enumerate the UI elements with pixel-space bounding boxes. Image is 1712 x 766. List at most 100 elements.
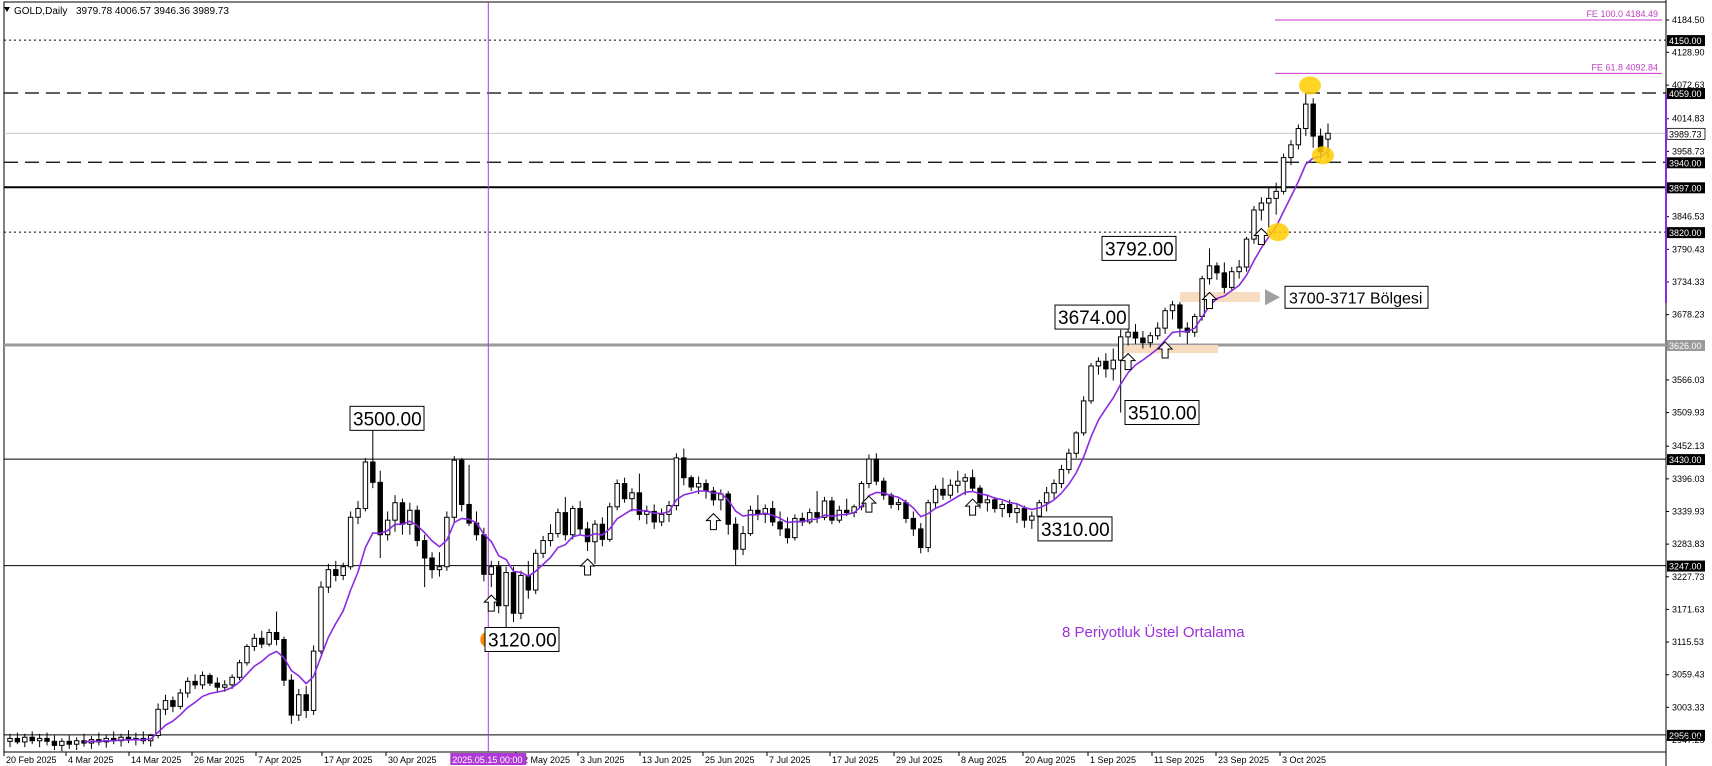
candle-bull: [355, 508, 361, 518]
chart-header-ohlc: 3979.78 4006.57 3946.36 3989.73: [76, 6, 229, 17]
candle-bull: [962, 477, 968, 482]
candle-bull: [1266, 197, 1272, 204]
price-annotation-text: 3510.00: [1128, 404, 1197, 425]
candle-bull: [236, 662, 243, 678]
crosshair-date-label: 2025.05.15 00:00: [452, 755, 522, 765]
candle-bear: [599, 523, 606, 540]
candle-bear: [170, 700, 176, 707]
candle-bull: [895, 502, 902, 505]
highlight-circle: [1299, 76, 1321, 95]
axis-label-4059.00: 4059.00: [1669, 89, 1702, 99]
axis-label-bg-3940.00: [1667, 157, 1705, 169]
candle-bull: [1110, 359, 1116, 370]
candle-bear: [273, 631, 280, 640]
candle-bull: [222, 684, 228, 688]
price-annotation-text: 3674.00: [1058, 308, 1127, 329]
up-arrow-icon: [1156, 341, 1174, 359]
axis-label-3820.00: 3820.00: [1669, 228, 1702, 238]
candle-bear: [466, 503, 472, 524]
candle-bull: [340, 566, 346, 576]
candle-bull: [1095, 360, 1102, 367]
candle-bull: [347, 516, 354, 568]
candle-bear: [370, 461, 376, 483]
axis-label-3897.00: 3897.00: [1669, 183, 1702, 193]
candle-bull: [1117, 336, 1124, 361]
price-annotation-box: [484, 626, 560, 652]
candle-bear: [303, 694, 309, 711]
candle-bear: [777, 521, 783, 530]
candle-bear: [29, 736, 35, 742]
y-tick-label: 3227.73: [1672, 572, 1705, 582]
candle-bear: [873, 458, 880, 482]
y-tick-label: 4072.63: [1672, 80, 1705, 90]
candle-bull: [1014, 508, 1020, 514]
candle-bear: [421, 540, 428, 559]
time-axis: 20 Feb 2025 4 Mar 2025 14 Mar 2025 26 Mar 2…: [3, 752, 1326, 765]
candle-bear: [495, 566, 502, 607]
y-tick-label: 3790.43: [1672, 244, 1705, 254]
y-tick-label: 3734.33: [1672, 277, 1705, 287]
candle-bull: [547, 533, 554, 542]
candle-bull: [555, 512, 561, 535]
candle-bull: [1066, 452, 1072, 471]
candle-bull: [932, 488, 939, 504]
candle-bear: [1310, 103, 1316, 137]
x-tick-label: 20 Aug 2025: [1025, 755, 1076, 765]
candle-bull: [1288, 144, 1294, 159]
candle-bear: [51, 740, 58, 746]
candle-bull: [806, 512, 813, 523]
candle-bull: [1169, 304, 1176, 312]
candle-bull: [1147, 335, 1154, 344]
fib-label: FE 61.8 4092.84: [1591, 62, 1658, 72]
candle-bull: [1199, 278, 1205, 317]
candle-bull: [503, 572, 509, 607]
candle-bear: [829, 500, 835, 521]
price-axis: 4150.00 4059.00 3940.00 3897.00 3820.00 3626.…: [1665, 15, 1706, 745]
candle-bull: [570, 508, 576, 536]
candle-bear: [977, 487, 983, 504]
candle-bear: [636, 492, 643, 515]
candle-bull: [184, 680, 191, 694]
candle-bear: [66, 740, 72, 745]
candle-bear: [710, 490, 717, 501]
candle-bull: [666, 505, 672, 515]
markers: [480, 76, 1334, 648]
x-tick-label: 7 Jul 2025: [769, 755, 811, 765]
y-tick-label: 4184.50: [1672, 15, 1705, 25]
candle-bear: [577, 508, 583, 530]
up-arrow-icon: [483, 594, 500, 612]
candle-bull: [384, 519, 391, 536]
candle-bull: [1243, 238, 1250, 268]
candle-bear: [1177, 304, 1183, 329]
candle-bull: [1273, 190, 1279, 199]
triangle-down-icon[interactable]: [4, 7, 10, 12]
price-annotation-box: [1054, 304, 1130, 330]
candle-bull: [762, 508, 768, 515]
candle-bull: [436, 566, 443, 571]
axis-label-2956.00: 2956.00: [1669, 731, 1702, 741]
ema-line: [83, 150, 1329, 743]
up-arrow-icon: [1119, 352, 1137, 371]
candle-bull: [1036, 502, 1042, 517]
highlight-circle: [1267, 223, 1289, 242]
candle-bear: [814, 512, 820, 518]
horizontal-lines: FE 100.0 4184.49 FE 61.8 4092.84: [3, 0, 1667, 766]
ema-label: 8 Periyotluk Üstel Ortalama: [1062, 623, 1245, 641]
candle-bull: [310, 650, 317, 711]
candle-bull: [7, 737, 13, 742]
candle-bear: [725, 493, 731, 525]
candle-bull: [73, 740, 80, 745]
candle-bear: [1006, 503, 1013, 514]
candle-bear: [1021, 508, 1028, 521]
candle-bull: [1125, 331, 1131, 338]
y-tick-label: 3396.03: [1672, 474, 1705, 484]
candle-bear: [214, 682, 221, 688]
candle-bull: [658, 513, 665, 523]
candle-bull: [614, 483, 620, 508]
y-tick-label: 3115.53: [1672, 637, 1704, 647]
candle-bull: [488, 566, 495, 575]
candle-bear: [562, 512, 569, 536]
candle-bear: [281, 638, 287, 681]
